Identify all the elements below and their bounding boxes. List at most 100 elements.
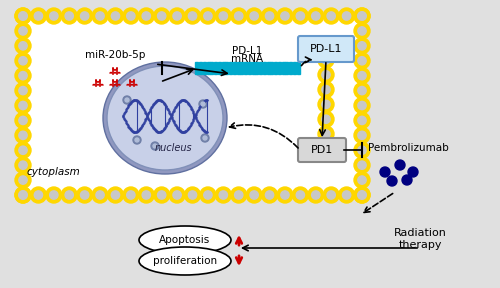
Circle shape	[173, 191, 182, 199]
Circle shape	[292, 187, 308, 203]
Circle shape	[318, 126, 334, 142]
Bar	[226, 62, 228, 74]
Circle shape	[19, 176, 27, 184]
Text: mRNA: mRNA	[232, 54, 264, 64]
Circle shape	[158, 191, 166, 199]
Circle shape	[126, 191, 135, 199]
Circle shape	[292, 8, 308, 24]
Text: proliferation: proliferation	[153, 256, 217, 266]
Text: Apoptosis: Apoptosis	[160, 235, 210, 245]
Circle shape	[15, 23, 31, 39]
Circle shape	[30, 8, 46, 24]
Circle shape	[138, 8, 154, 24]
Circle shape	[230, 187, 246, 203]
Circle shape	[358, 161, 366, 169]
Circle shape	[200, 187, 216, 203]
Circle shape	[65, 191, 74, 199]
Circle shape	[15, 68, 31, 84]
Circle shape	[296, 191, 304, 199]
FancyBboxPatch shape	[298, 138, 346, 162]
Text: PD-L1: PD-L1	[310, 44, 342, 54]
Circle shape	[19, 12, 27, 20]
Circle shape	[19, 131, 27, 139]
Circle shape	[246, 187, 262, 203]
Bar	[296, 62, 300, 74]
Bar	[244, 62, 247, 74]
Bar	[278, 62, 281, 74]
Circle shape	[15, 53, 31, 69]
Circle shape	[169, 187, 185, 203]
Circle shape	[354, 112, 370, 128]
Circle shape	[354, 68, 370, 84]
Circle shape	[15, 112, 31, 128]
Circle shape	[338, 8, 354, 24]
Circle shape	[15, 187, 31, 203]
Ellipse shape	[103, 62, 227, 174]
Circle shape	[262, 8, 278, 24]
Circle shape	[327, 12, 336, 20]
Circle shape	[323, 8, 339, 24]
Text: cytoplasm: cytoplasm	[27, 167, 81, 177]
Circle shape	[34, 191, 42, 199]
Circle shape	[322, 86, 330, 94]
Bar	[196, 62, 198, 74]
Circle shape	[380, 167, 390, 177]
Circle shape	[354, 8, 370, 24]
Bar	[293, 62, 296, 74]
Circle shape	[322, 130, 330, 138]
Circle shape	[201, 134, 209, 142]
Circle shape	[312, 12, 320, 20]
Circle shape	[354, 157, 370, 173]
Bar	[203, 62, 206, 74]
Circle shape	[153, 144, 157, 148]
FancyBboxPatch shape	[23, 16, 362, 195]
Circle shape	[15, 157, 31, 173]
Circle shape	[135, 138, 139, 142]
Circle shape	[354, 23, 370, 39]
Ellipse shape	[107, 66, 223, 170]
Circle shape	[219, 191, 228, 199]
Circle shape	[46, 187, 62, 203]
Circle shape	[46, 8, 62, 24]
Circle shape	[112, 12, 120, 20]
Circle shape	[322, 71, 330, 79]
Circle shape	[15, 172, 31, 188]
Bar	[259, 62, 262, 74]
Circle shape	[322, 100, 330, 109]
Circle shape	[323, 187, 339, 203]
Bar	[266, 62, 270, 74]
Bar	[214, 62, 217, 74]
Bar	[256, 62, 258, 74]
Circle shape	[142, 191, 150, 199]
Circle shape	[327, 191, 336, 199]
Circle shape	[15, 142, 31, 158]
Bar	[248, 62, 251, 74]
Bar	[270, 62, 274, 74]
Circle shape	[96, 12, 104, 20]
Circle shape	[19, 12, 27, 20]
Circle shape	[76, 187, 92, 203]
Circle shape	[151, 142, 159, 150]
Circle shape	[19, 42, 27, 50]
Circle shape	[308, 8, 324, 24]
Circle shape	[19, 101, 27, 110]
Circle shape	[395, 160, 405, 170]
Circle shape	[50, 12, 58, 20]
Circle shape	[15, 98, 31, 113]
Circle shape	[65, 12, 74, 20]
Bar	[263, 62, 266, 74]
Bar	[229, 62, 232, 74]
Circle shape	[358, 101, 366, 110]
Circle shape	[216, 187, 232, 203]
Circle shape	[354, 142, 370, 158]
Circle shape	[250, 191, 258, 199]
Circle shape	[358, 12, 366, 20]
Circle shape	[19, 191, 27, 199]
Circle shape	[138, 187, 154, 203]
Circle shape	[358, 86, 366, 95]
Bar	[236, 62, 240, 74]
Circle shape	[296, 12, 304, 20]
Circle shape	[112, 191, 120, 199]
Circle shape	[92, 8, 108, 24]
Circle shape	[158, 12, 166, 20]
